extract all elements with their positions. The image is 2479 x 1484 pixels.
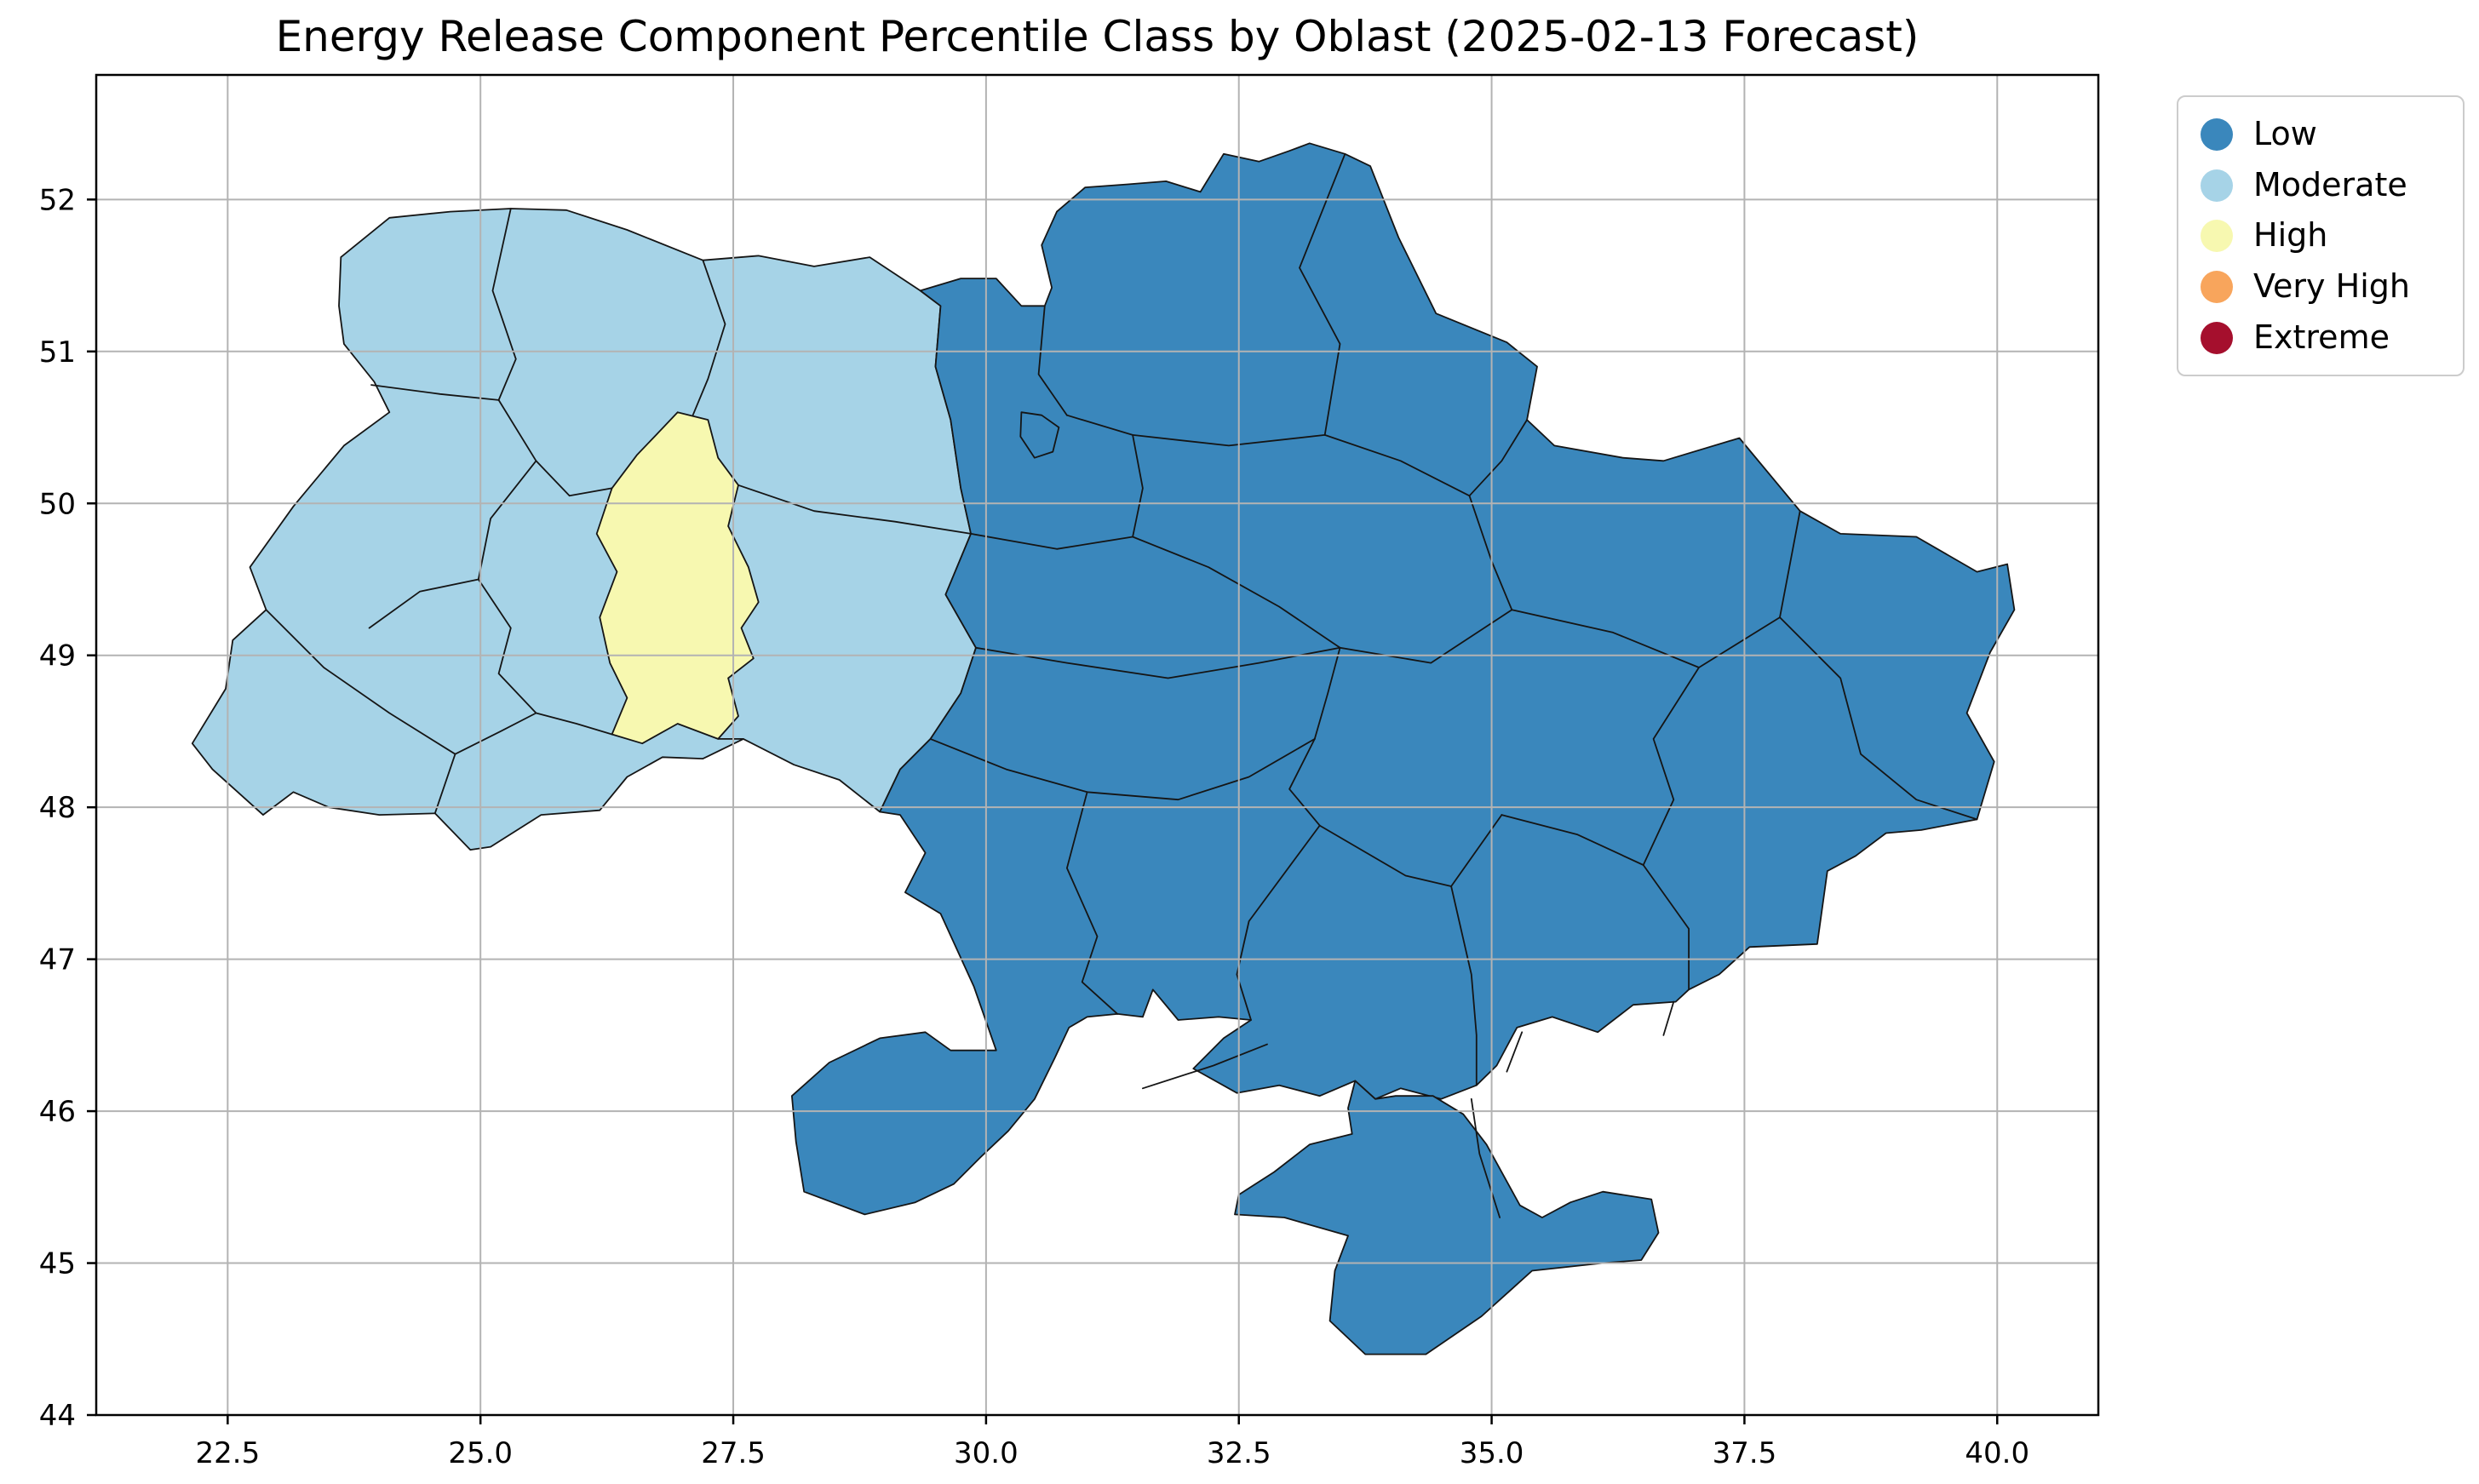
y-tick-label: 44 [39, 1399, 76, 1433]
border-poltava-dnipropetrovsk [1339, 609, 1513, 664]
coast-berdiansk-spit [1662, 1000, 1675, 1036]
border-chernivtsi-north [535, 712, 613, 736]
border-chernihiv-sumy [1299, 152, 1346, 436]
legend-item-moderate: Moderate [2201, 165, 2441, 204]
border-donetsk-zaporizhzhia [1642, 864, 1690, 991]
y-tick-label: 52 [39, 183, 76, 217]
legend-label: Extreme [2253, 318, 2390, 356]
border-lviv-ivano-frankivsk [368, 578, 479, 629]
legend-label: Moderate [2253, 165, 2407, 203]
border-kirovohrad-dnipropetrovsk [1313, 646, 1341, 740]
border-kharkiv-luhansk [1779, 510, 1801, 618]
border-sumy-kharkiv [1468, 419, 1528, 497]
coast-arabat-spit [1470, 1097, 1501, 1218]
border-volyn-rivne [491, 208, 517, 401]
x-tick-label: 32.5 [1207, 1436, 1271, 1470]
legend-marker-icon [2201, 220, 2233, 253]
x-tick-label: 35.0 [1460, 1436, 1524, 1470]
border-dnipropetrovsk-zaporizhzhia [1501, 814, 1644, 866]
border-cherkasy-poltava-dnipro [1132, 536, 1341, 649]
border-zakarpattia-carpathian [265, 609, 456, 815]
border-donetsk-luhansk [1779, 616, 1978, 821]
region-kyiv-city-low [1019, 411, 1060, 459]
legend-label: Low [2253, 115, 2317, 152]
border-kirovohrad-south [929, 738, 1316, 801]
region-khmelnytskyi-high [595, 411, 760, 745]
plot-spines [95, 73, 2100, 1417]
border-rivne-ternopil [497, 398, 613, 497]
border-chernihiv-south [1066, 414, 1326, 447]
coast-tendra-spit [1142, 1043, 1268, 1090]
chart-title: Energy Release Component Percentile Clas… [275, 12, 1920, 61]
legend-marker-icon [2201, 169, 2233, 202]
legend-label: High [2253, 216, 2328, 255]
border-kharkiv-south [1511, 609, 1781, 668]
legend-marker-icon [2201, 270, 2233, 303]
border-kyiv-cherkasy [970, 533, 1133, 550]
region-west-moderate [191, 208, 977, 851]
border-zhytomyr-vinnytsia [737, 484, 972, 535]
border-dnipropetrovsk-kherson [1318, 814, 1503, 887]
region-east-low [791, 142, 2016, 1216]
x-tick-label: 25.0 [448, 1436, 513, 1470]
x-tick-label: 22.5 [196, 1436, 261, 1470]
y-tick-label: 51 [39, 335, 76, 370]
region-crimea-low [1234, 1080, 1660, 1355]
border-volyn-lviv [370, 384, 500, 401]
border-mykolaiv-kherson [1236, 824, 1321, 1021]
y-tick-label: 48 [39, 791, 76, 825]
y-tick-label: 46 [39, 1095, 76, 1129]
x-tick-label: 27.5 [701, 1436, 766, 1470]
border-sumy-poltava [1323, 433, 1471, 497]
x-tick-label: 30.0 [954, 1436, 1019, 1470]
border-lviv-ternopil [477, 460, 537, 581]
legend-marker-icon [2201, 321, 2233, 354]
x-tick-label: 37.5 [1713, 1436, 1777, 1470]
y-tick-label: 50 [39, 487, 76, 521]
border-cherkasy-kirovohrad [975, 646, 1341, 679]
border-kyiv-poltava [1132, 433, 1144, 538]
legend-item-extreme: Extreme [2201, 318, 2441, 357]
legend: Low Moderate High Very High Extreme [2177, 95, 2465, 377]
coast-fedotova-spit [1506, 1031, 1524, 1073]
border-ivano-frankivsk-chernivtsi [454, 712, 537, 755]
border-kyiv-chernihiv [1037, 305, 1068, 416]
x-tick-label: 40.0 [1965, 1436, 2029, 1470]
legend-marker-icon [2201, 117, 2233, 151]
border-kherson-zaporizhzhia [1450, 885, 1478, 1086]
border-dnipropetrovsk-donetsk [1642, 667, 1700, 866]
border-odesa-mykolaiv [1066, 791, 1119, 1015]
y-tick-label: 45 [39, 1247, 76, 1281]
legend-label: Very High [2253, 267, 2410, 306]
border-dnipropetrovsk-mykolaiv [1288, 738, 1321, 827]
border-ternopil-ivano-frankivsk [477, 578, 537, 714]
y-tick-label: 47 [39, 943, 76, 977]
legend-item-very-high: Very High [2201, 267, 2441, 306]
legend-item-low: Low [2201, 115, 2441, 153]
y-tick-label: 49 [39, 639, 76, 673]
legend-item-high: High [2201, 217, 2441, 255]
